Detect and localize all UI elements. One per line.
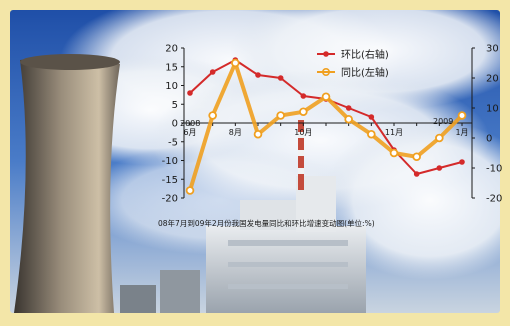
x-tick-label: 6月 <box>183 128 196 137</box>
data-point-ring <box>368 114 375 120</box>
right-axis-tick-label: -10 <box>486 164 502 175</box>
chart-caption: 08年7月到09年2月份我国发电量同比和环比增速变动图(单位:%) <box>158 218 375 228</box>
data-point-yoy <box>231 58 240 68</box>
data-point-ring <box>255 72 261 78</box>
power-plant <box>120 120 366 313</box>
data-point-ring <box>345 105 352 111</box>
left-axis-tick-label: -10 <box>162 156 178 167</box>
data-point-ring <box>277 75 284 81</box>
right-axis-tick-label: -20 <box>486 194 502 205</box>
legend-marker-yoy <box>321 68 330 77</box>
data-point-yoy <box>185 186 195 195</box>
x-tick-label: 8月 <box>229 128 242 137</box>
left-axis-tick-label: 15 <box>165 62 178 73</box>
data-point-yoy <box>299 107 308 117</box>
right-axis-tick-label: 0 <box>486 134 492 145</box>
right-axis-tick-label: 10 <box>486 104 499 115</box>
data-point-ring <box>413 171 420 177</box>
chart-axes <box>181 47 475 199</box>
chart-series <box>185 57 467 195</box>
legend-label-yoy: 同比(左轴) <box>341 66 389 79</box>
left-axis-tick-label: 5 <box>172 100 178 111</box>
data-point-yoy <box>367 129 376 139</box>
data-point-ring <box>209 69 216 75</box>
legend-marker-ring <box>323 51 329 57</box>
data-point-yoy <box>208 111 217 120</box>
data-point-yoy <box>253 129 263 139</box>
year-start-label: 2008 <box>180 119 200 128</box>
left-axis-tick-label: 0 <box>172 119 178 130</box>
data-point-yoy <box>344 114 353 124</box>
x-tick-label: 10月 <box>294 128 312 137</box>
data-point-yoy <box>457 111 467 120</box>
right-axis-tick-label: 30 <box>486 44 499 55</box>
chart-labels: -20 -15 -10 -5 0 5 10 15 20 -20 -10 0 10 20 30 6月 8月 10月 1… <box>162 44 503 205</box>
left-axis-tick-label: -5 <box>168 137 178 148</box>
x-tick-label: 11月 <box>385 128 403 137</box>
left-axis-tick-label: -15 <box>162 175 178 186</box>
data-point-ring <box>187 90 193 96</box>
data-point-yoy <box>276 111 285 120</box>
data-point-yoy <box>435 133 444 143</box>
background-photo <box>10 10 500 313</box>
data-point-ring <box>436 165 443 171</box>
data-point-ring <box>300 93 307 99</box>
year-end-label: 2009 <box>433 117 453 126</box>
data-point-yoy <box>412 152 421 162</box>
right-axis-tick-label: 20 <box>486 74 499 85</box>
left-axis-tick-label: 10 <box>165 81 178 92</box>
legend-label-ring: 环比(右轴) <box>341 48 389 61</box>
left-axis-tick-label: 20 <box>165 44 178 55</box>
cooling-tower <box>14 54 120 313</box>
chart-legend: 环比(右轴) 同比(左轴) <box>317 48 389 79</box>
x-tick-label: 1月 <box>455 128 468 137</box>
data-point-yoy <box>389 148 399 158</box>
data-point-ring <box>459 159 465 165</box>
left-axis-tick-label: -20 <box>162 194 178 205</box>
data-point-yoy <box>321 92 331 102</box>
